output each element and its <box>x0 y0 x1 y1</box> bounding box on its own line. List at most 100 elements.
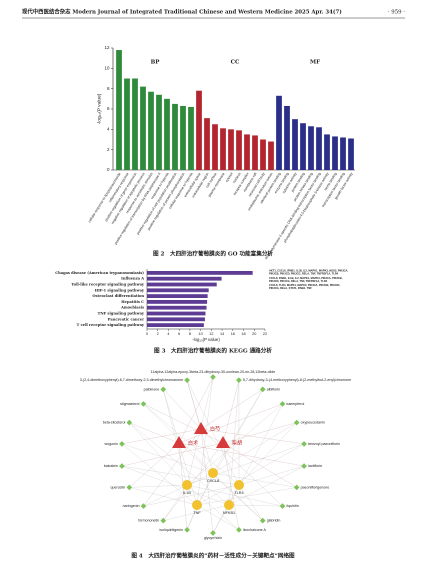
bar <box>348 138 354 170</box>
x-tick-label: 20 <box>252 332 256 336</box>
bar <box>147 317 205 322</box>
bar <box>292 119 298 170</box>
bar <box>180 105 186 170</box>
edge <box>196 487 297 506</box>
edge <box>186 380 240 486</box>
bar <box>228 129 234 170</box>
bar <box>147 300 208 304</box>
figure-caption: 图 2 大四肝治疗葡萄膜炎的 GO 功能富集分析 <box>153 250 273 258</box>
compound-label: baicalein <box>104 464 118 468</box>
target-node <box>234 480 244 490</box>
page-number: · 959 · <box>388 10 405 16</box>
x-tick-label: 14 <box>220 332 224 336</box>
y-tick-label: T cell receptor signaling pathway <box>77 323 145 327</box>
herb-label: 白术 <box>188 440 198 447</box>
compound-label: lactiflorin <box>308 464 322 468</box>
annotation: PIK3CG, RELA, STAT1, IFNB1, TNF <box>269 286 312 290</box>
x-tick-label: 0 <box>146 332 148 336</box>
edge <box>143 428 202 507</box>
compound-label: glycyrrhizin <box>204 536 222 540</box>
compound-label: 5,7-dihydroxy-3-(4-methoxyphenyl)-8-(2-m… <box>243 378 351 382</box>
bar <box>196 90 202 170</box>
edge <box>178 403 283 444</box>
bar <box>147 294 208 298</box>
compound-node <box>210 530 216 536</box>
edge <box>228 403 283 506</box>
edge <box>178 442 305 467</box>
annotation: PIK3CB, PIK3CD, PIK3CG, RELA, TNF, TNFRS… <box>269 272 339 276</box>
x-axis-label: -log₁₀(P value) <box>192 337 220 342</box>
y-tick-label: 8 <box>107 86 110 91</box>
edge <box>129 442 180 488</box>
compound-node <box>301 463 307 469</box>
bar <box>132 78 138 170</box>
bar <box>188 106 194 170</box>
bar <box>220 128 226 170</box>
bar <box>324 134 330 170</box>
y-tick-label: Osteoclast differentiation <box>92 294 144 298</box>
compound-node <box>184 377 190 383</box>
bar <box>147 288 209 293</box>
bar <box>147 305 207 310</box>
target-label: CXCL8 <box>207 479 219 483</box>
compound-node <box>126 419 133 426</box>
x-tick-label: nucleus <box>232 172 242 184</box>
x-tick-label: 8 <box>189 332 191 336</box>
herb-label: 白芍 <box>210 426 220 433</box>
bar <box>340 137 346 170</box>
compound-label: glabridin <box>267 519 281 523</box>
y-axis-label: -log₁₀(P value) <box>96 93 102 124</box>
edge <box>129 422 188 486</box>
edge <box>186 484 283 507</box>
y-tick-label: 0 <box>107 167 110 172</box>
y-tick-label: Hepatitis C <box>121 300 144 304</box>
bar <box>332 136 338 170</box>
compound-node <box>279 401 286 407</box>
y-tick-label: 2 <box>107 147 110 152</box>
herb-node <box>216 436 230 448</box>
edge <box>200 389 263 430</box>
compound-node <box>119 441 125 447</box>
y-tick-label: Influenza A <box>121 277 144 281</box>
group-label: BP <box>151 60 160 66</box>
compound-node <box>259 386 266 393</box>
compound-node <box>293 419 300 426</box>
compound-label: paeoniflorigenone <box>301 485 330 489</box>
compound-label: stigmasterol <box>120 402 140 406</box>
compound-node <box>160 517 167 524</box>
compound-label: quercetin <box>111 485 126 489</box>
edge <box>186 403 283 486</box>
bar <box>124 78 130 170</box>
edge <box>143 472 214 507</box>
bar <box>156 94 162 170</box>
compound-label: 11alpha,12alpha-epoxy-3beta-23-dihydroxy… <box>151 370 275 374</box>
edge <box>129 422 230 506</box>
edge <box>121 428 202 445</box>
y-tick-label: Chagas disease (American trypanosomiasis… <box>55 271 144 275</box>
x-tick-label: 4 <box>167 332 169 336</box>
edge <box>238 422 297 486</box>
annotation: AKT1, CXCL8, IFNB1, IL1B, IL2, MAPK1, MA… <box>269 269 348 273</box>
compound-label: 3-(2,4-dimethoxyphenyl)-6,7-dimethoxy-2,… <box>80 378 183 382</box>
x-tick-label: cytosol <box>225 172 234 183</box>
bar <box>284 105 290 170</box>
bar <box>300 123 306 170</box>
compound-node <box>301 441 307 447</box>
y-tick-label: Pancreatic cancer <box>108 317 144 321</box>
target-label: IL1B <box>183 491 191 495</box>
edge <box>196 376 214 506</box>
edge <box>163 442 224 521</box>
target-node <box>224 500 234 510</box>
edge <box>121 443 214 474</box>
edge <box>121 465 240 486</box>
bar <box>140 86 146 170</box>
bar <box>276 95 282 170</box>
x-tick-label: 22 <box>263 332 267 336</box>
edge <box>200 428 214 534</box>
edge <box>212 472 297 488</box>
bar <box>147 282 217 287</box>
compound-label: licochalcone A <box>243 528 267 532</box>
y-tick-label: 12 <box>104 45 110 50</box>
edge <box>200 428 305 445</box>
